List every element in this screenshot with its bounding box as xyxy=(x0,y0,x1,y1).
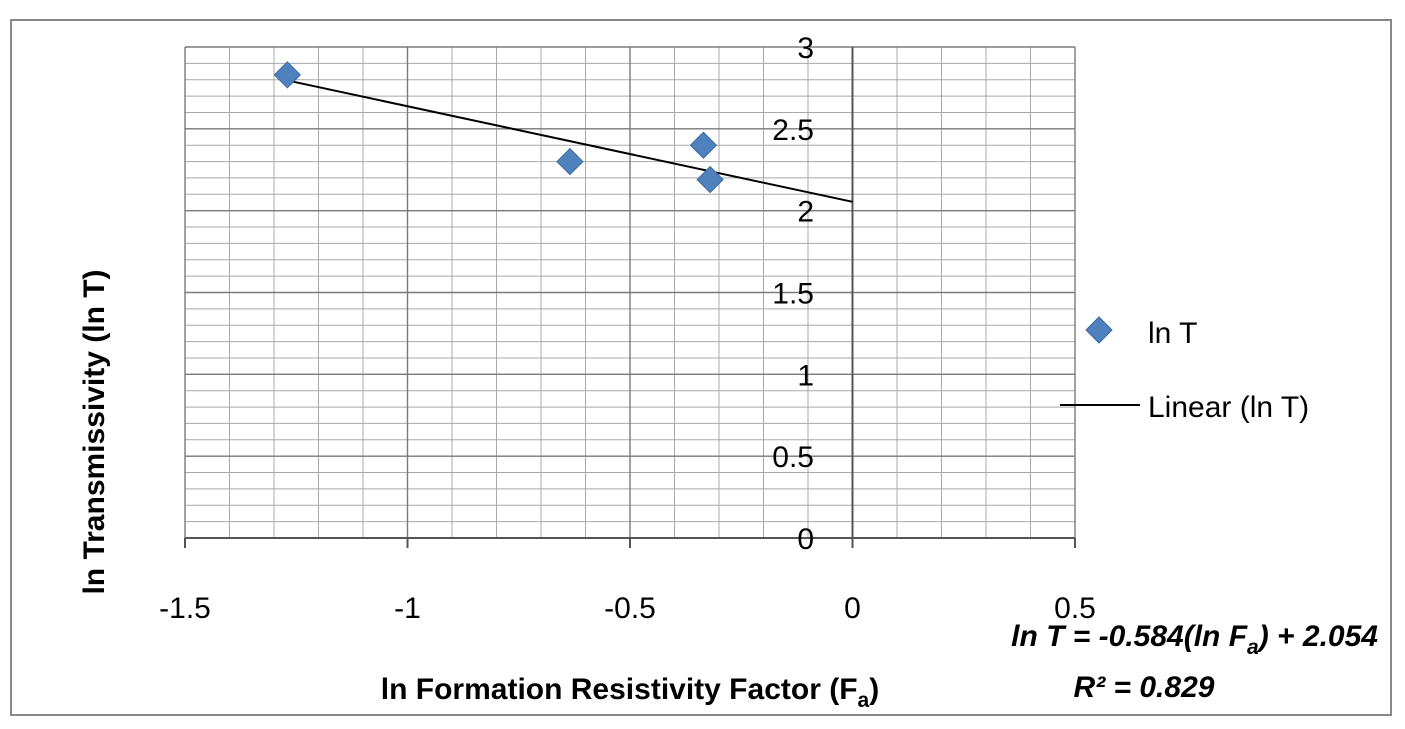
equation-prefix: ln T = -0.584(ln F xyxy=(1011,620,1248,653)
axes xyxy=(184,47,1076,548)
y-tick-label: 0 xyxy=(797,523,814,556)
y-axis-title: ln Transmissivity (ln T) xyxy=(78,269,111,594)
trendline xyxy=(287,79,853,203)
trendline-equation: ln T = -0.584(ln Fa) + 2.054 xyxy=(1011,620,1378,659)
x-axis-title: ln Formation Resistivity Factor (Fa) xyxy=(381,673,879,712)
y-tick-label: 2.5 xyxy=(772,114,814,147)
y-tick-label: 1.5 xyxy=(772,278,814,311)
legend-label-series: ln T xyxy=(1148,317,1197,350)
r-squared: R² = 0.829 xyxy=(1074,671,1215,704)
chart-border xyxy=(10,19,1392,716)
equation-sub: a xyxy=(1247,636,1259,659)
y-tick-label: 0.5 xyxy=(772,441,814,474)
data-point xyxy=(273,61,302,89)
data-points xyxy=(273,61,724,194)
x-tick-label: 0 xyxy=(844,592,861,625)
x-tick-label: -1 xyxy=(394,592,421,625)
tick-labels: -1.5 -1 -0.5 0 0.5 0 0.5 1 1.5 2 2.5 3 xyxy=(159,32,1096,625)
legend-diamond-icon xyxy=(1085,316,1113,344)
data-point xyxy=(696,165,724,194)
x-tick-label: 0.5 xyxy=(1054,592,1096,625)
x-axis-title-main: ln Formation Resistivity Factor (F xyxy=(381,673,858,706)
y-tick-label: 1 xyxy=(797,359,814,392)
x-tick-label: -0.5 xyxy=(604,592,656,625)
x-tick-label: -1.5 xyxy=(159,592,211,625)
legend: ln T Linear (ln T) xyxy=(1060,316,1309,424)
y-tick-label: 3 xyxy=(797,32,814,65)
data-point xyxy=(556,147,584,176)
x-axis-title-end: ) xyxy=(869,673,879,706)
trendline-group xyxy=(287,79,853,203)
legend-label-trendline: Linear (ln T) xyxy=(1148,391,1309,424)
y-tick-label: 2 xyxy=(797,196,814,229)
data-point xyxy=(689,131,718,159)
x-axis-title-sub: a xyxy=(858,689,870,712)
equation-suffix: ) + 2.054 xyxy=(1256,620,1379,653)
